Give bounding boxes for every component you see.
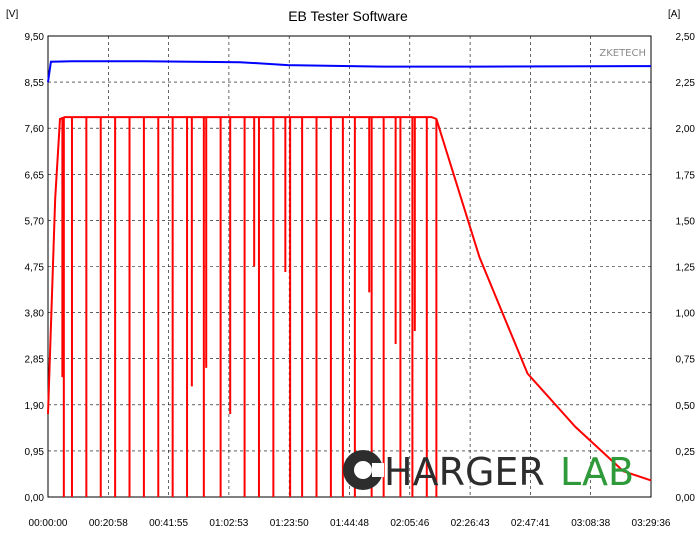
logo-text-lab: LAB <box>560 450 634 494</box>
right-axis-unit: [A] <box>668 9 680 20</box>
voltage-series-line <box>47 60 652 83</box>
y-right-tick-label: 2,25 <box>676 78 696 89</box>
logo-c-gap <box>372 463 384 477</box>
y-left-tick-label: 6,65 <box>25 170 45 181</box>
x-tick-label: 01:02:53 <box>209 518 248 529</box>
y-right-ticks: 2,50 2,25 2,00 1,75 1,50 1,25 1,00 0,75 0,50 0,25… <box>676 32 696 504</box>
watermark: ZKETECH <box>599 48 646 59</box>
chargerlab-logo: HARGER LAB <box>343 450 634 494</box>
y-left-tick-label: 0,95 <box>25 447 45 458</box>
chart-title: EB Tester Software <box>288 8 408 24</box>
x-ticks: 00:00:00 00:20:58 00:41:55 01:02:53 01:23:50… <box>29 518 671 529</box>
y-left-tick-label: 2,85 <box>25 355 45 366</box>
x-tick-label: 03:08:38 <box>571 518 610 529</box>
y-right-tick-label: 1,50 <box>676 216 696 227</box>
x-tick-label: 02:05:46 <box>390 518 429 529</box>
left-axis-unit: [V] <box>6 9 18 20</box>
y-left-tick-label: 9,50 <box>25 32 45 43</box>
current-series-line <box>47 116 652 482</box>
y-left-tick-label: 8,55 <box>25 78 45 89</box>
y-right-tick-label: 1,00 <box>676 309 696 320</box>
grid <box>48 36 651 497</box>
y-right-tick-label: 0,25 <box>676 447 696 458</box>
x-tick-label: 00:00:00 <box>29 518 68 529</box>
logo-c-hole <box>354 461 372 479</box>
y-right-tick-label: 2,50 <box>676 32 696 43</box>
y-left-tick-label: 1,90 <box>25 401 45 412</box>
y-right-tick-label: 0,00 <box>676 493 696 504</box>
x-tick-label: 01:44:48 <box>330 518 369 529</box>
y-left-tick-label: 4,75 <box>25 263 45 274</box>
x-tick-label: 02:47:41 <box>511 518 550 529</box>
x-tick-label: 01:23:50 <box>270 518 309 529</box>
y-left-tick-label: 5,70 <box>25 216 45 227</box>
y-right-tick-label: 0,75 <box>676 355 696 366</box>
x-tick-label: 02:26:43 <box>451 518 490 529</box>
logo-text-harger: HARGER <box>384 450 545 494</box>
series-group <box>47 60 652 497</box>
x-tick-label: 00:41:55 <box>149 518 188 529</box>
y-left-ticks: 9,50 8,55 7,60 6,65 5,70 4,75 3,80 2,85 1,90 0,95… <box>25 32 45 504</box>
y-left-tick-label: 3,80 <box>25 309 45 320</box>
y-right-tick-label: 1,75 <box>676 170 696 181</box>
y-right-tick-label: 2,00 <box>676 124 696 135</box>
y-right-tick-label: 1,25 <box>676 263 696 274</box>
x-tick-label: 00:20:58 <box>89 518 128 529</box>
y-right-tick-label: 0,50 <box>676 401 696 412</box>
x-tick-label: 03:29:36 <box>632 518 671 529</box>
y-left-tick-label: 0,00 <box>25 493 45 504</box>
y-left-tick-label: 7,60 <box>25 124 45 135</box>
